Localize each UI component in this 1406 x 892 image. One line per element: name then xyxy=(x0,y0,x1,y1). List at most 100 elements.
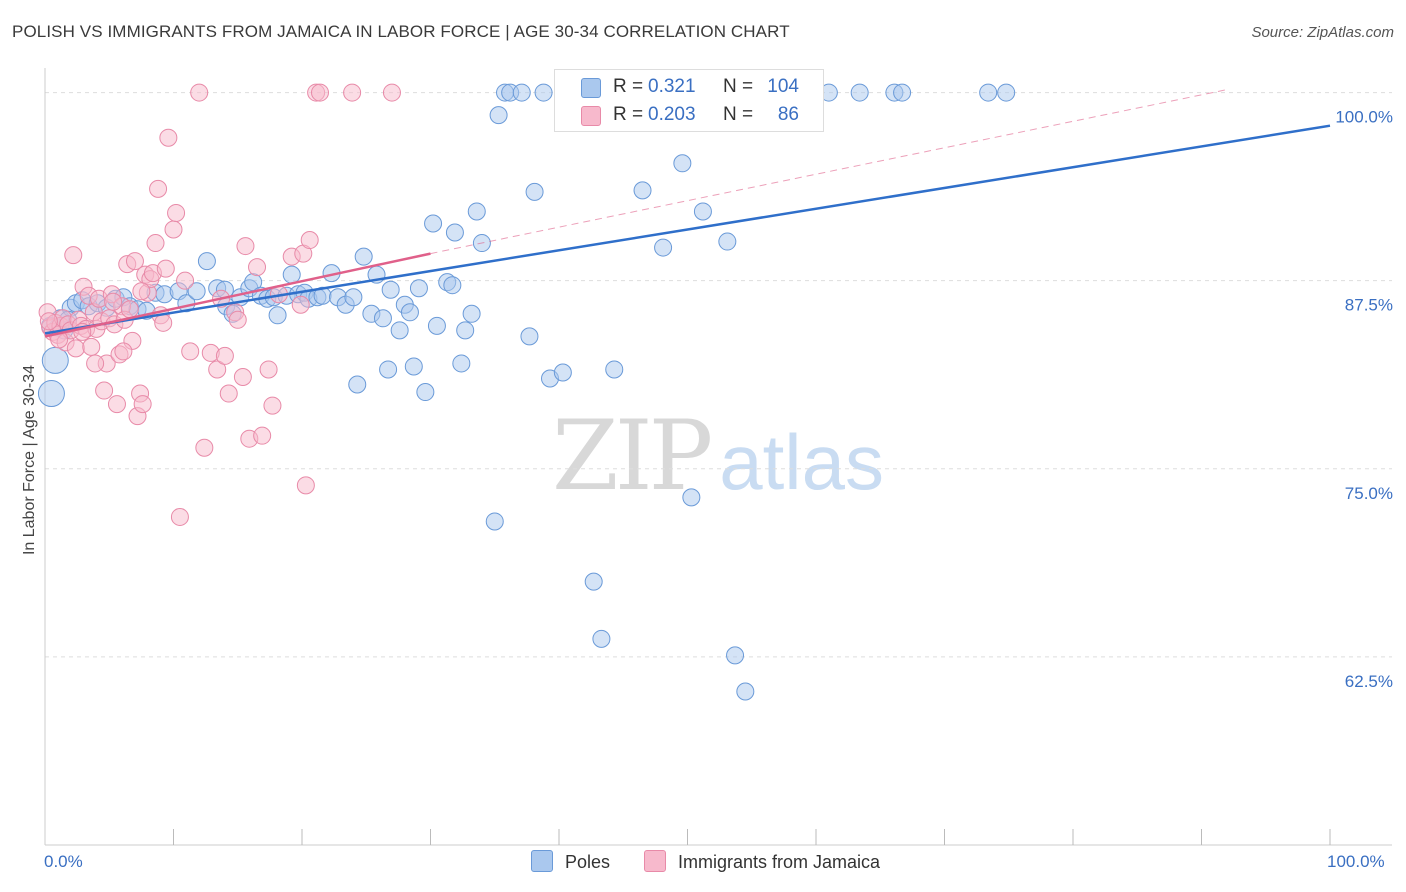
poles-point xyxy=(525,182,544,201)
jamaica-point xyxy=(164,220,183,239)
poles-point xyxy=(443,276,462,295)
x-tick-label-max: 100.0% xyxy=(1327,852,1385,871)
y-axis-label-wrap: In Labor Force | Age 30-34 xyxy=(18,330,42,590)
poles-n-value: 104 xyxy=(767,76,799,97)
jamaica-point xyxy=(296,476,315,495)
jamaica-trend-line xyxy=(44,252,431,338)
poles-point xyxy=(381,280,400,299)
bottom-poles-swatch xyxy=(531,850,553,872)
chart-title: POLISH VS IMMIGRANTS FROM JAMAICA IN LAB… xyxy=(12,22,790,41)
poles-point xyxy=(893,83,912,102)
jamaica-point xyxy=(114,342,133,361)
jamaica-point xyxy=(170,507,189,526)
poles-point xyxy=(427,316,446,335)
jamaica-point xyxy=(300,231,319,250)
poles-point xyxy=(485,512,504,531)
jamaica-point xyxy=(190,83,209,102)
jamaica-point xyxy=(64,246,83,265)
poles-point xyxy=(979,83,998,102)
poles-point xyxy=(997,83,1016,102)
watermark-atlas: atlas xyxy=(719,418,884,506)
jamaica-swatch xyxy=(581,106,601,126)
poles-point xyxy=(673,154,692,173)
jamaica-point xyxy=(156,259,175,278)
bottom-legend-poles: Poles xyxy=(531,850,610,873)
y-tick-label: 75.0% xyxy=(1345,484,1393,503)
poles-point xyxy=(354,247,373,266)
poles-point xyxy=(452,354,471,373)
y-tick-label: 100.0% xyxy=(1335,108,1393,127)
poles-point xyxy=(736,682,755,701)
poles-point xyxy=(344,288,363,307)
jamaica-n-label: N = xyxy=(723,104,754,125)
bottom-jamaica-label: Immigrants from Jamaica xyxy=(678,852,881,872)
poles-point xyxy=(489,106,508,125)
poles-point xyxy=(400,303,419,322)
poles-point xyxy=(718,232,737,251)
jamaica-point xyxy=(104,292,123,311)
poles-point xyxy=(390,321,409,340)
jamaica-point xyxy=(236,237,255,256)
poles-point xyxy=(424,214,443,233)
jamaica-point xyxy=(82,337,101,356)
y-tick-label: 87.5% xyxy=(1345,296,1393,315)
poles-point xyxy=(416,383,435,402)
jamaica-point xyxy=(248,258,267,277)
poles-point xyxy=(584,572,603,591)
jamaica-point xyxy=(228,310,247,329)
poles-point xyxy=(633,181,652,200)
jamaica-point xyxy=(132,282,151,301)
jamaica-point xyxy=(219,384,238,403)
jamaica-point xyxy=(86,354,105,373)
poles-point xyxy=(553,363,572,382)
bottom-poles-label: Poles xyxy=(565,852,611,872)
jamaica-point xyxy=(133,395,152,414)
bottom-legend-jamaica: Immigrants from Jamaica xyxy=(644,850,880,873)
poles-r-label: R = xyxy=(613,76,644,97)
poles-point xyxy=(373,309,392,328)
jamaica-point xyxy=(176,271,195,290)
poles-r-value: 0.321 xyxy=(648,76,696,97)
jamaica-point xyxy=(95,381,114,400)
poles-point xyxy=(592,629,611,648)
poles-point xyxy=(41,346,69,374)
poles-point xyxy=(456,321,475,340)
poles-point xyxy=(282,265,301,284)
jamaica-point xyxy=(208,360,227,379)
jamaica-point xyxy=(233,367,252,386)
poles-point xyxy=(726,646,745,665)
jamaica-r-label: R = xyxy=(613,104,644,125)
jamaica-point xyxy=(146,234,165,253)
jamaica-point xyxy=(291,295,310,314)
poles-point xyxy=(462,304,481,323)
stats-legend: R = 0.321 N = 104 R = 0.203 N = 86 xyxy=(554,69,824,132)
y-axis-label: In Labor Force | Age 30-34 xyxy=(21,364,38,556)
jamaica-r-value: 0.203 xyxy=(648,104,696,125)
poles-point xyxy=(409,279,428,298)
jamaica-point xyxy=(343,83,362,102)
source-label: Source: ZipAtlas.com xyxy=(1251,24,1394,41)
poles-point xyxy=(404,357,423,376)
poles-point xyxy=(467,202,486,221)
poles-point xyxy=(693,202,712,221)
jamaica-point xyxy=(149,179,168,198)
poles-swatch xyxy=(581,78,601,98)
jamaica-point xyxy=(120,300,139,319)
jamaica-point xyxy=(159,128,178,147)
poles-point xyxy=(187,282,206,301)
jamaica-point xyxy=(107,395,126,414)
jamaica-point xyxy=(66,339,85,358)
jamaica-point xyxy=(310,83,329,102)
jamaica-point xyxy=(125,252,144,271)
poles-point xyxy=(682,488,701,507)
jamaica-point xyxy=(195,438,214,457)
jamaica-point xyxy=(253,426,272,445)
jamaica-point xyxy=(154,313,173,332)
jamaica-point xyxy=(215,346,234,365)
legend-row-poles: R = 0.321 N = 104 xyxy=(555,72,823,100)
poles-point xyxy=(379,360,398,379)
poles-point xyxy=(520,327,539,346)
jamaica-n-value: 86 xyxy=(777,104,799,125)
poles-point xyxy=(268,306,287,325)
